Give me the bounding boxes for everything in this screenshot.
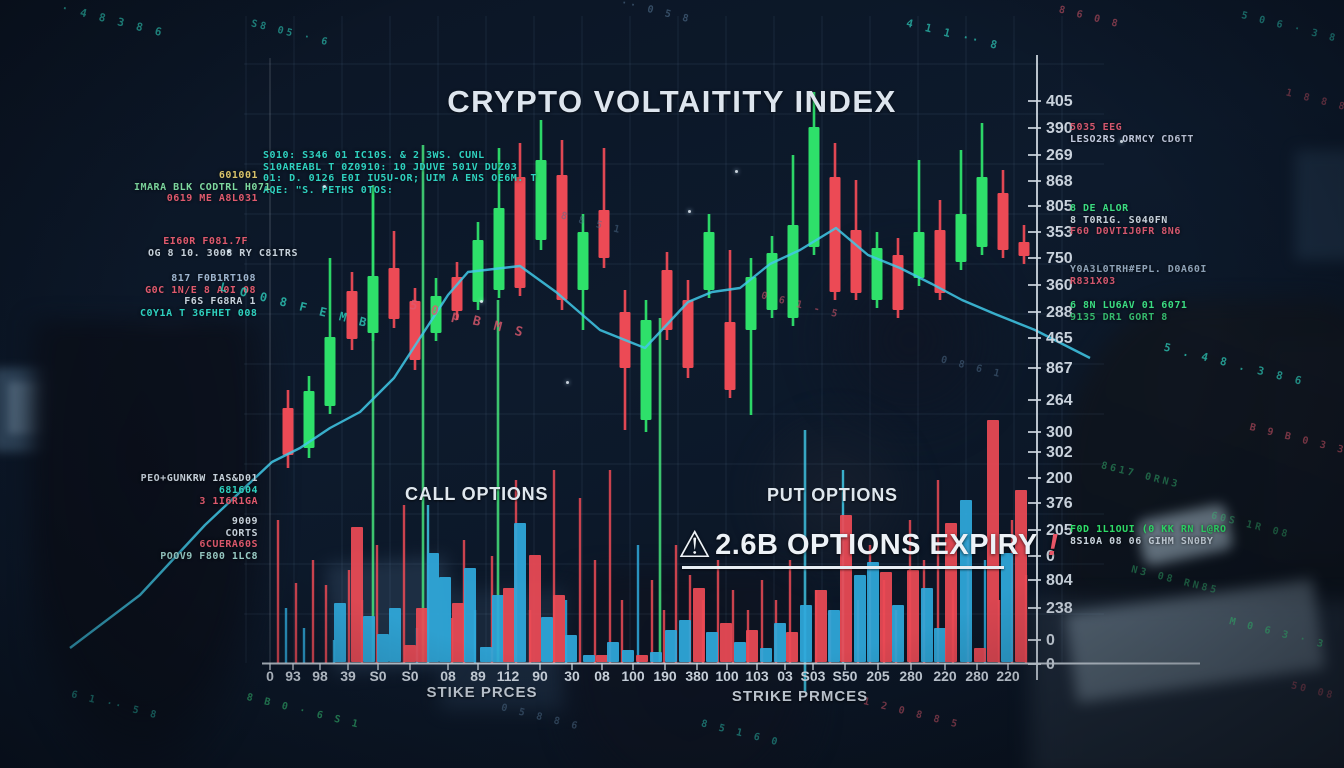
- vignette-overlay: [0, 0, 1344, 768]
- crypto-dashboard: 4053902698688053537503602884658672643003…: [0, 0, 1344, 768]
